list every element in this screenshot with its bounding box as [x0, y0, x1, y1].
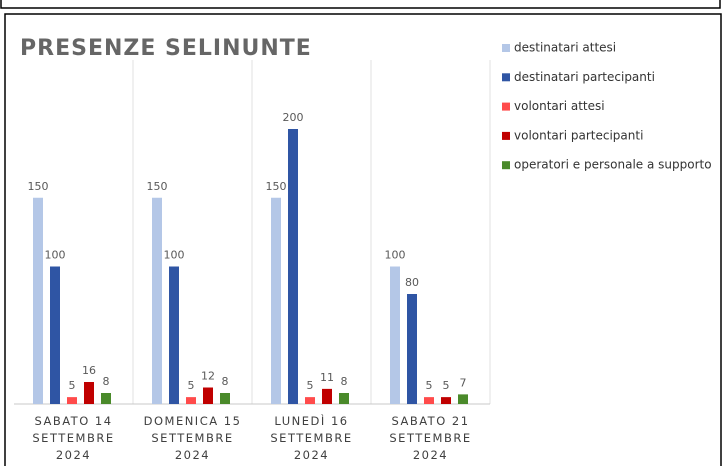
- data-label: 16: [82, 364, 96, 377]
- legend-label: destinatari attesi: [514, 41, 616, 55]
- chart-frame: [4, 13, 722, 466]
- data-label: 5: [188, 379, 195, 392]
- data-label: 8: [222, 375, 229, 388]
- data-label: 11: [320, 371, 334, 384]
- data-label: 100: [45, 249, 66, 262]
- bar: [288, 129, 298, 404]
- legend-label: operatori e personale a supporto: [514, 158, 712, 172]
- data-label: 12: [201, 370, 215, 383]
- bar: [186, 397, 196, 404]
- bar: [458, 394, 468, 404]
- x-tick-label: LUNEDÌ 16 SETTEMBRE 2024: [270, 414, 353, 462]
- bar: [84, 382, 94, 404]
- data-label: 8: [103, 375, 110, 388]
- legend-swatch: [502, 73, 510, 82]
- bar: [305, 397, 315, 404]
- bar: [271, 197, 281, 404]
- data-label: 100: [164, 249, 185, 262]
- legend-swatch: [502, 131, 510, 140]
- data-label: 7: [460, 376, 467, 389]
- bar: [407, 294, 417, 404]
- chart-title: PRESENZE SELINUNTE: [20, 36, 312, 61]
- data-label: 150: [266, 180, 287, 193]
- bar: [390, 266, 400, 404]
- data-label: 5: [426, 379, 433, 392]
- data-label: 5: [443, 379, 450, 392]
- bar: [322, 388, 332, 404]
- legend-swatch: [502, 44, 510, 52]
- bar: [67, 397, 77, 404]
- bar: [339, 393, 349, 404]
- data-label: 100: [385, 249, 406, 262]
- x-tick-label: SABATO 21 SETTEMBRE 2024: [389, 414, 472, 462]
- legend-swatch: [502, 102, 510, 111]
- data-label: 150: [28, 180, 49, 193]
- x-tick-label: SABATO 14 SETTEMBRE 2024: [32, 414, 115, 462]
- bar: [424, 397, 434, 404]
- bar: [152, 197, 162, 404]
- top-frame: [0, 0, 721, 9]
- legend-label: volontari attesi: [514, 99, 605, 113]
- bar: [441, 397, 451, 404]
- legend-label: volontari partecipanti: [514, 128, 643, 142]
- bar: [33, 197, 43, 404]
- bar: [101, 393, 111, 404]
- data-label: 150: [147, 180, 168, 193]
- data-label: 200: [283, 111, 304, 124]
- bar: [169, 266, 179, 404]
- bar: [220, 393, 230, 404]
- legend-label: destinatari partecipanti: [514, 70, 655, 84]
- data-label: 80: [405, 276, 419, 289]
- legend-swatch: [502, 161, 510, 170]
- x-tick-label: DOMENICA 15 SETTEMBRE 2024: [143, 414, 242, 462]
- bar: [203, 387, 213, 404]
- bar: [50, 266, 60, 404]
- data-label: 5: [307, 379, 314, 392]
- data-label: 8: [341, 375, 348, 388]
- data-label: 5: [69, 379, 76, 392]
